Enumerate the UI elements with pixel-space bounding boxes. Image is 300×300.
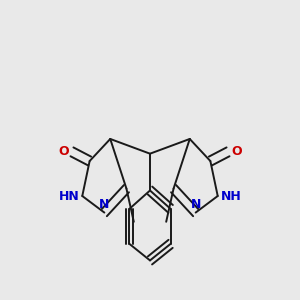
Text: O: O [231, 145, 242, 158]
Text: N: N [190, 198, 201, 211]
Text: HN: HN [58, 190, 79, 202]
Text: O: O [58, 145, 69, 158]
Text: N: N [99, 198, 110, 211]
Text: NH: NH [221, 190, 242, 202]
